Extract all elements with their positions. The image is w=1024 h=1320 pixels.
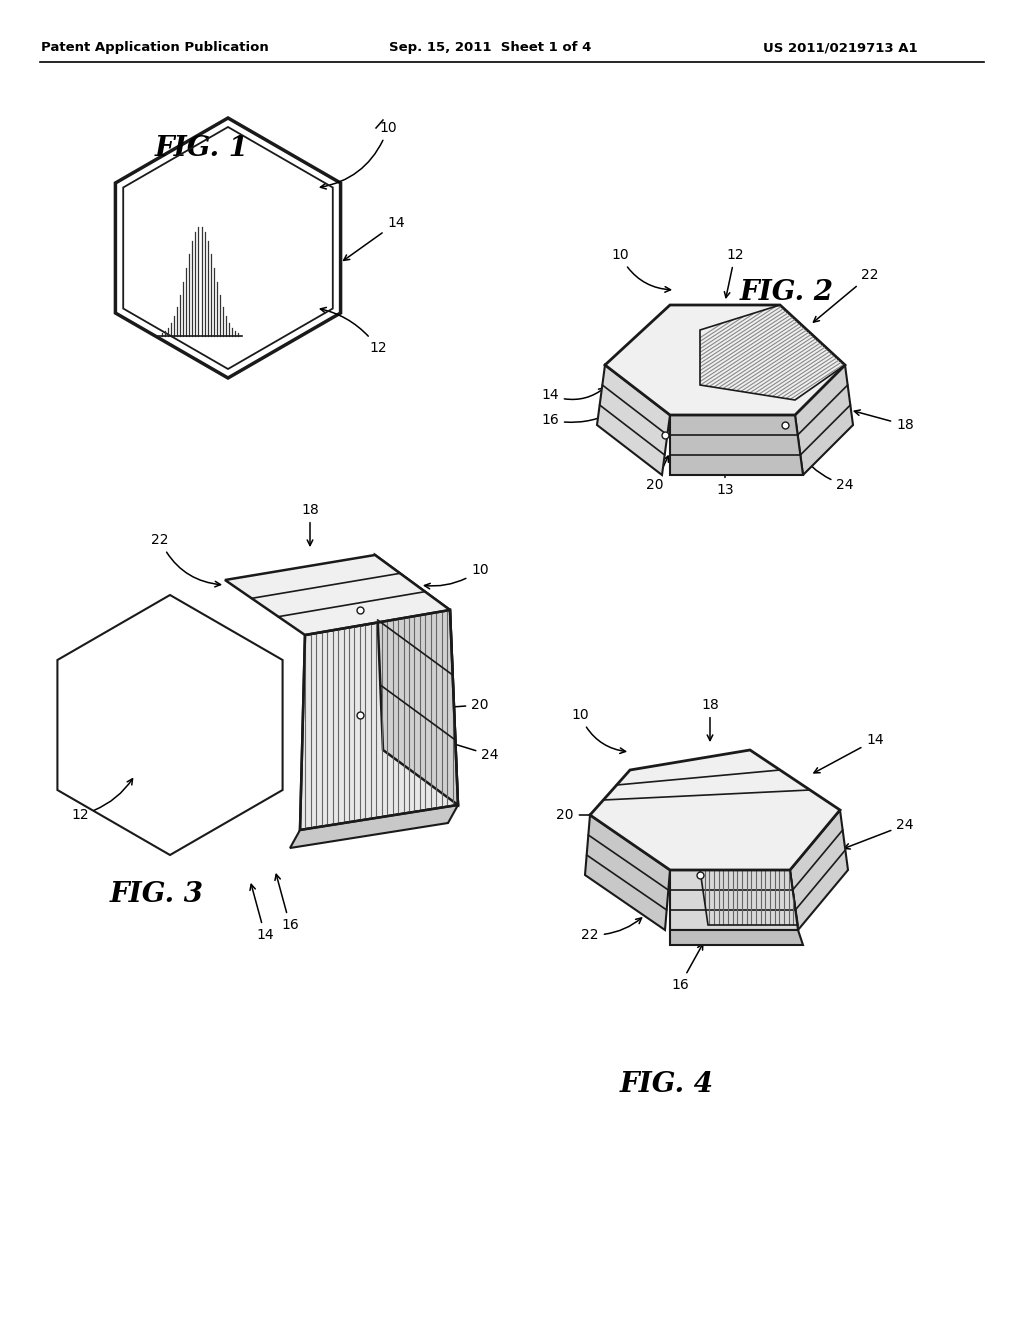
Text: FIG. 4: FIG. 4 (620, 1072, 714, 1098)
Text: 12: 12 (321, 308, 387, 355)
Text: US 2011/0219713 A1: US 2011/0219713 A1 (763, 41, 918, 54)
Text: 12: 12 (724, 248, 743, 297)
Text: 24: 24 (844, 818, 913, 849)
Text: 18: 18 (854, 411, 913, 432)
Polygon shape (300, 610, 458, 830)
Text: Sep. 15, 2011  Sheet 1 of 4: Sep. 15, 2011 Sheet 1 of 4 (389, 41, 591, 54)
Polygon shape (290, 805, 458, 847)
Text: 24: 24 (798, 449, 854, 492)
Text: 10: 10 (611, 248, 671, 292)
Polygon shape (795, 366, 853, 475)
Text: 13: 13 (716, 459, 734, 498)
Text: 20: 20 (646, 457, 669, 492)
Text: 14: 14 (344, 216, 404, 260)
Text: 24: 24 (429, 735, 499, 762)
Text: 16: 16 (275, 874, 299, 932)
Text: 18: 18 (301, 503, 318, 545)
Text: 16: 16 (541, 411, 616, 426)
Polygon shape (670, 931, 803, 945)
Text: 20: 20 (556, 808, 605, 822)
Text: 14: 14 (814, 733, 884, 774)
Text: 18: 18 (701, 698, 719, 741)
Polygon shape (670, 870, 798, 931)
PathPatch shape (700, 870, 798, 925)
PathPatch shape (300, 610, 458, 830)
Text: FIG. 3: FIG. 3 (110, 882, 204, 908)
Polygon shape (590, 750, 840, 870)
Polygon shape (585, 814, 670, 931)
Text: 12: 12 (72, 779, 132, 822)
Text: 22: 22 (813, 268, 879, 322)
Text: 20: 20 (415, 698, 488, 711)
Text: FIG. 1: FIG. 1 (155, 135, 249, 161)
Polygon shape (375, 554, 458, 805)
Text: 14: 14 (250, 884, 273, 942)
Text: 16: 16 (671, 944, 702, 993)
Text: 22: 22 (582, 917, 642, 942)
Polygon shape (597, 366, 670, 475)
Polygon shape (605, 305, 845, 414)
Text: 10: 10 (571, 708, 626, 754)
PathPatch shape (700, 305, 845, 400)
Text: Patent Application Publication: Patent Application Publication (41, 41, 269, 54)
Text: 10: 10 (425, 564, 488, 589)
Text: 22: 22 (152, 533, 220, 587)
Polygon shape (790, 810, 848, 931)
Polygon shape (670, 414, 803, 475)
Polygon shape (225, 554, 450, 635)
Polygon shape (57, 595, 283, 855)
Text: FIG. 2: FIG. 2 (740, 279, 834, 305)
Text: 14: 14 (542, 388, 604, 403)
Polygon shape (116, 117, 341, 378)
Text: 10: 10 (321, 121, 397, 189)
